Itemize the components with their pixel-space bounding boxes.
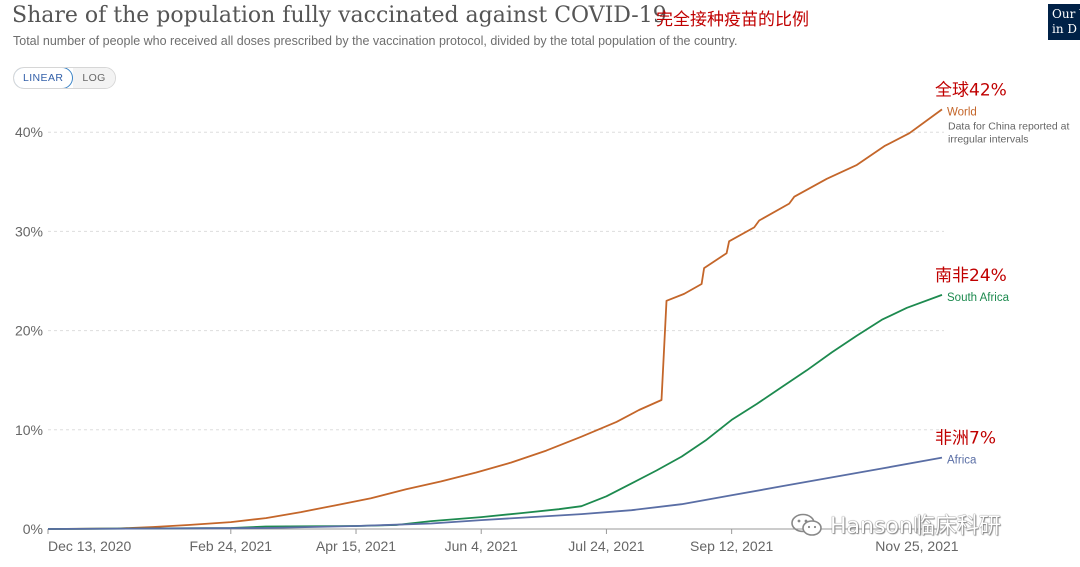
series-label-africa: Africa [947,455,977,467]
x-tick-label: Jul 24, 2021 [568,538,644,554]
x-tick-label: Dec 13, 2020 [48,538,131,554]
series-note: Data for China reported at [948,120,1069,132]
chart-title: Share of the population fully vaccinated… [12,3,667,28]
logo-line-1: Our W [1052,7,1080,21]
series-line-south-africa [47,294,943,530]
scale-toggle: LINEAR LOG [13,67,116,89]
y-tick-label: 30% [15,223,43,239]
series-line-world [47,108,943,530]
linear-scale-button[interactable]: LINEAR [13,68,74,88]
series-label-south-africa: South Africa [947,292,1010,304]
chart-title-chinese-annotation: 完全接种疫苗的比例 [656,10,809,30]
series-note: irregular intervals [948,133,1029,145]
y-tick-label: 0% [23,521,43,537]
chart-subtitle: Total number of people who received all … [13,34,738,48]
series-line-africa [47,456,943,530]
owid-logo[interactable]: Our W in D [1048,4,1080,40]
annotation-africa: 非洲7% [935,429,996,449]
x-tick-label: Sep 12, 2021 [690,538,774,554]
x-tick-label: Nov 25, 2021 [875,538,958,554]
x-tick-label: Apr 15, 2021 [316,538,396,554]
y-tick-label: 40% [15,124,43,140]
x-tick-label: Feb 24, 2021 [190,538,273,554]
series-label-world: World [947,106,977,118]
annotation-south-africa: 南非24% [935,266,1007,286]
logo-line-2: in D [1052,22,1078,36]
wechat-icon [791,513,822,536]
y-tick-label: 20% [15,323,43,339]
watermark-text: Hanson临床科研 [830,514,1001,539]
watermark: Hanson临床科研 [790,508,1001,540]
log-scale-button[interactable]: LOG [73,68,115,88]
y-tick-label: 10% [15,422,43,438]
annotation-world: 全球42% [935,80,1007,100]
x-tick-label: Jun 4, 2021 [445,538,518,554]
